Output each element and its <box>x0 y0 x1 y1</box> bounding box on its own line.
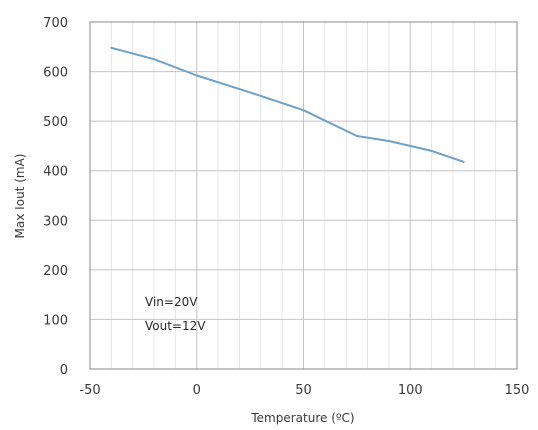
y-tick-label: 500 <box>43 115 68 130</box>
y-tick-label: 400 <box>43 165 68 180</box>
data-point <box>356 135 358 137</box>
y-tick-label: 200 <box>43 264 68 279</box>
x-axis-title: Temperature (ºC) <box>250 411 354 425</box>
y-axis-title: Max Iout (mA) <box>13 154 27 239</box>
data-point <box>388 140 390 142</box>
x-tick-label: 0 <box>193 383 201 398</box>
annotation-vout: Vout=12V <box>145 319 206 333</box>
x-tick-label: 100 <box>398 383 423 398</box>
x-tick-label: -50 <box>79 383 100 398</box>
plot-frame <box>89 21 518 370</box>
data-point <box>249 91 251 94</box>
data-point <box>110 46 113 49</box>
grid <box>89 21 518 370</box>
data-point <box>462 160 465 163</box>
data-point <box>153 58 155 60</box>
y-tick-label: 700 <box>43 16 68 31</box>
y-tick-label: 0 <box>60 363 68 378</box>
data-point <box>302 109 305 112</box>
annotation-vin: Vin=20V <box>145 295 198 309</box>
x-tick-label: 150 <box>505 383 530 398</box>
y-tick-label: 600 <box>43 66 68 81</box>
x-tick-labels: -50 0 50 100 150 <box>79 383 529 398</box>
x-tick-label: 50 <box>295 383 312 398</box>
series-layer <box>110 46 465 163</box>
series-line <box>110 46 465 163</box>
data-point <box>430 150 433 152</box>
y-tick-labels: 0 100 200 300 400 500 600 700 <box>43 16 68 378</box>
data-point <box>195 74 198 77</box>
y-tick-label: 300 <box>43 214 68 229</box>
y-tick-label: 100 <box>43 313 68 328</box>
